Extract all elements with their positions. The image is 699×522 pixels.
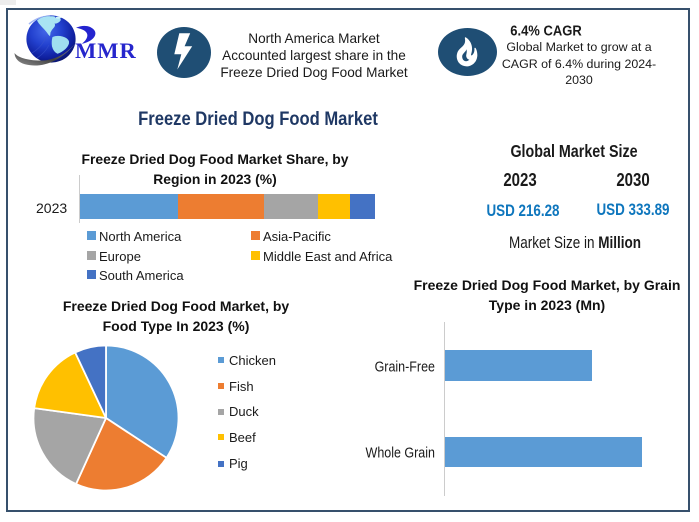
svg-text:MMR: MMR <box>75 38 137 63</box>
